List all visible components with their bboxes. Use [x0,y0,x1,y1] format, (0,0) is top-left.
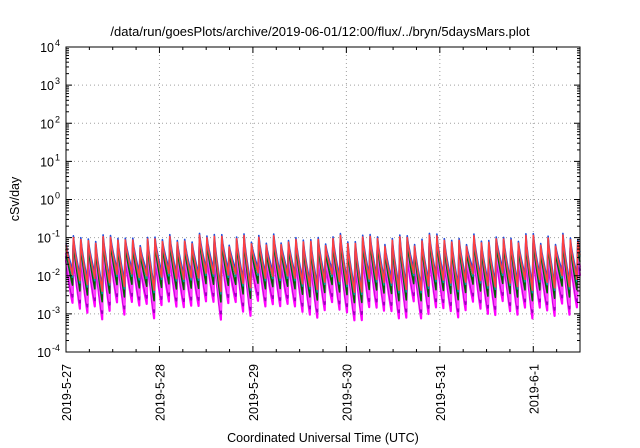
y-tick-label: 103 [40,76,60,93]
series-line-7 [65,234,581,293]
y-tick-exponent: -4 [52,343,60,353]
y-tick-label: 104 [40,38,60,55]
y-tick-exponent: 4 [55,38,60,48]
y-axis-label: cSv/day [8,176,22,221]
x-tick-label: 2019-5-29 [247,364,261,421]
series-line-3 [64,242,582,312]
x-tick-label: 2019-5-30 [340,364,354,421]
y-tick-exponent: 2 [55,114,60,124]
y-tick-label: 10-4 [37,343,60,360]
grid [66,47,580,352]
series-group [64,232,582,322]
y-tick-label: 10-3 [37,305,60,322]
y-tick-label: 101 [40,152,60,169]
chart-title: /data/run/goesPlots/archive/2019-06-01/1… [110,24,530,39]
x-axis: 2019-5-27 2019-5-28 2019-5-29 2019-5-30 2019… [60,47,558,421]
x-tick-label: 2019-5-28 [153,364,167,421]
x-tick-label: 2019-6-1 [527,364,541,414]
x-axis-label: Coordinated Universal Time (UTC) [227,431,419,445]
x-tick-label: 2019-5-31 [434,364,448,421]
y-tick-exponent: 0 [55,191,60,201]
x-tick-label: 2019-5-27 [60,364,74,421]
y-tick-exponent: 3 [55,76,60,86]
y-tick-label: 10-2 [37,267,60,284]
y-tick-label: 100 [40,191,60,208]
y-tick-label: 102 [40,114,60,131]
series-line-4 [65,238,581,304]
y-tick-label: 10-1 [37,229,60,246]
y-tick-exponent: -2 [52,267,60,277]
y-tick-exponent: 1 [55,152,60,162]
y-tick-exponent: -3 [52,305,60,315]
y-tick-exponent: -1 [52,229,60,239]
